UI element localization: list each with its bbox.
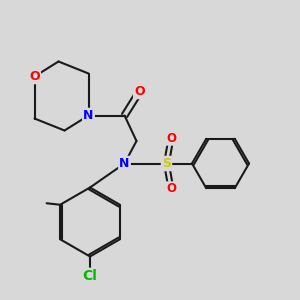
- Text: O: O: [134, 85, 145, 98]
- Text: N: N: [119, 157, 130, 170]
- Text: O: O: [29, 70, 40, 83]
- Text: N: N: [83, 109, 94, 122]
- Text: S: S: [162, 157, 171, 170]
- Text: O: O: [166, 131, 176, 145]
- Text: O: O: [166, 182, 176, 196]
- Text: Cl: Cl: [82, 269, 98, 283]
